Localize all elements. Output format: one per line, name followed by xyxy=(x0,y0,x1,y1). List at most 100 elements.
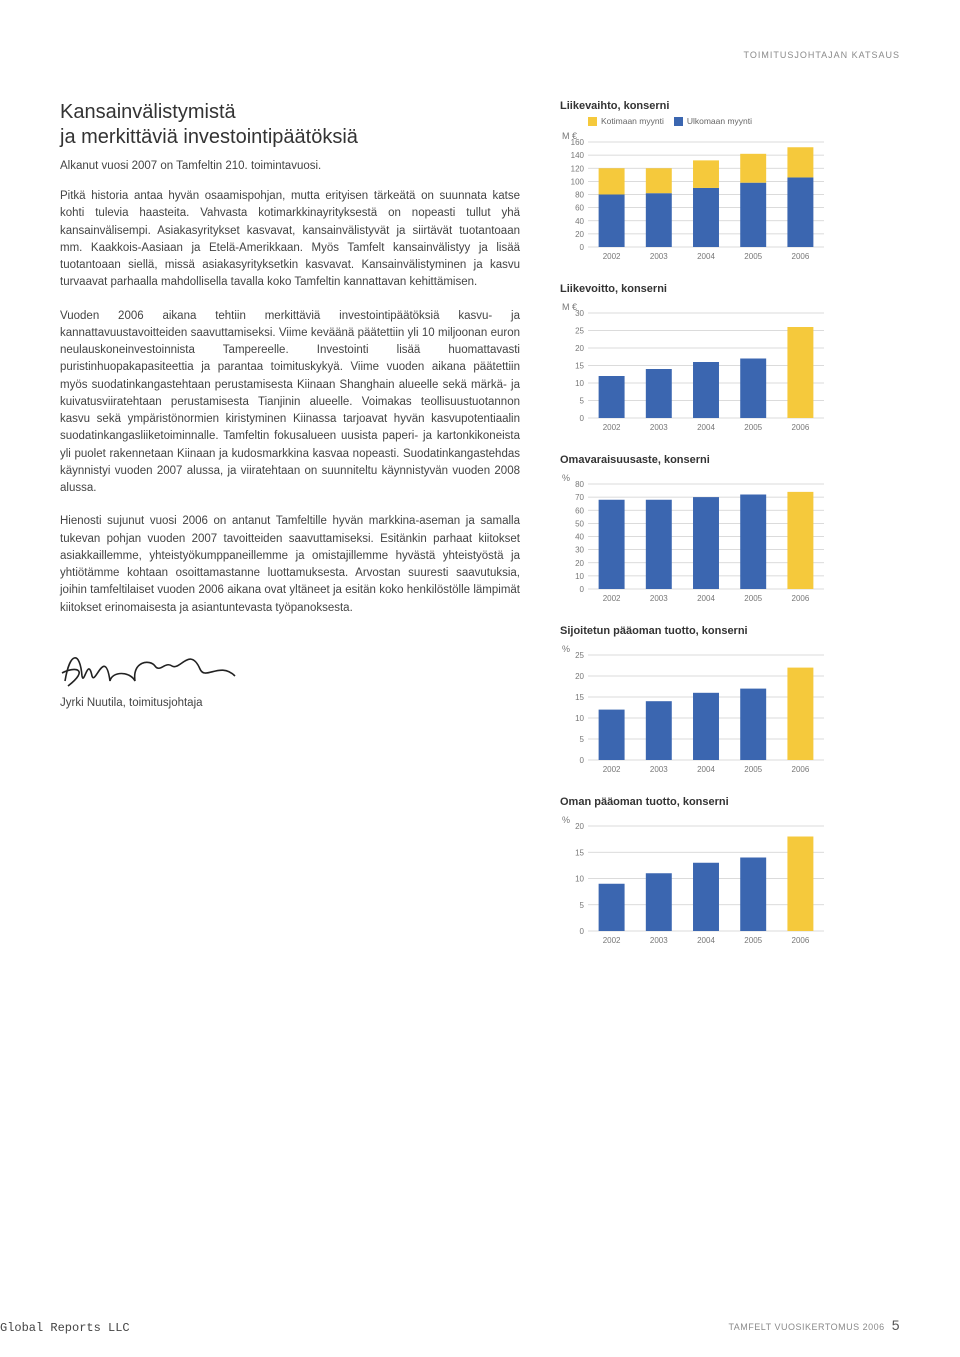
page-footer: TAMFELT VUOSIKERTOMUS 2006 5 xyxy=(728,1317,900,1333)
chart-bar-domestic xyxy=(693,160,719,188)
chart-title: Sijoitetun pääoman tuotto, konserni xyxy=(560,625,900,637)
chart-bar xyxy=(646,873,672,931)
chart-xtick-label: 2002 xyxy=(603,936,621,945)
chart-title: Liikevaihto, konserni xyxy=(560,100,900,112)
chart-bar xyxy=(693,497,719,589)
chart-xtick-label: 2004 xyxy=(697,594,715,603)
chart-ytick-label: 0 xyxy=(580,414,585,423)
article-title: Kansainvälistymistä ja merkittäviä inves… xyxy=(60,100,520,150)
chart-bar-foreign xyxy=(740,183,766,247)
chart-ytick-label: 50 xyxy=(575,519,584,528)
chart-ytick-label: 100 xyxy=(571,177,585,186)
chart-ytick-label: 20 xyxy=(575,559,584,568)
chart-ytick-label: 0 xyxy=(580,756,585,765)
signature-caption: Jyrki Nuutila, toimitusjohtaja xyxy=(60,697,520,709)
chart-xtick-label: 2005 xyxy=(744,936,762,945)
chart-ytick-label: 15 xyxy=(575,362,584,371)
chart-bar-foreign xyxy=(693,188,719,247)
chart-bar xyxy=(599,500,625,589)
chart-ytick-label: 25 xyxy=(575,327,584,336)
chart-xtick-label: 2005 xyxy=(744,423,762,432)
chart-ytick-label: 20 xyxy=(575,230,584,239)
chart-ytick-label: 20 xyxy=(575,344,584,353)
charts-column: Liikevaihto, konserni Kotimaan myynti Ul… xyxy=(560,100,900,967)
section-header: TOIMITUSJOHTAJAN KATSAUS xyxy=(60,50,900,60)
chart-ytick-label: 160 xyxy=(571,138,585,147)
chart-bar xyxy=(599,884,625,931)
chart-xtick-label: 2006 xyxy=(792,594,810,603)
chart-xtick-label: 2003 xyxy=(650,252,668,261)
footer-text: TAMFELT VUOSIKERTOMUS 2006 xyxy=(728,1322,884,1332)
chart-xtick-label: 2004 xyxy=(697,936,715,945)
chart-title: Oman pääoman tuotto, konserni xyxy=(560,796,900,808)
chart-ytick-label: 40 xyxy=(575,217,584,226)
chart-xtick-label: 2004 xyxy=(697,252,715,261)
chart-bar xyxy=(787,837,813,932)
chart-bar xyxy=(646,369,672,418)
chart-ytick-label: 0 xyxy=(580,243,585,252)
chart-ytick-label: 5 xyxy=(580,397,585,406)
chart-ytick-label: 5 xyxy=(580,901,585,910)
chart-bar xyxy=(599,376,625,418)
chart-ytick-label: 70 xyxy=(575,493,584,502)
chart-liikevaihto: Liikevaihto, konserni Kotimaan myynti Ul… xyxy=(560,100,900,263)
chart-ytick-label: 120 xyxy=(571,164,585,173)
title-line-2: ja merkittäviä investointipäätöksiä xyxy=(60,126,358,148)
chart-xtick-label: 2005 xyxy=(744,765,762,774)
chart-ytick-label: 20 xyxy=(575,672,584,681)
chart-ytick-label: 80 xyxy=(575,480,584,489)
chart-ytick-label: 30 xyxy=(575,309,584,318)
chart-ytick-label: 15 xyxy=(575,848,584,857)
chart-ytick-label: 140 xyxy=(571,151,585,160)
chart-xtick-label: 2005 xyxy=(744,252,762,261)
chart-unit-label: % xyxy=(562,473,570,483)
chart-oman-paaoman: Oman pääoman tuotto, konserni %051015202… xyxy=(560,796,900,947)
footer-page-number: 5 xyxy=(892,1317,900,1333)
chart-legend: Kotimaan myynti Ulkomaan myynti xyxy=(560,116,900,126)
chart-sijoitetun-paaoman: Sijoitetun pääoman tuotto, konserni %051… xyxy=(560,625,900,776)
signature-image xyxy=(60,641,520,691)
chart-bar xyxy=(740,858,766,932)
chart-bar xyxy=(740,359,766,419)
chart-xtick-label: 2003 xyxy=(650,936,668,945)
chart-bar-domestic xyxy=(740,154,766,183)
chart-ytick-label: 60 xyxy=(575,204,584,213)
paragraph-2: Vuoden 2006 aikana tehtiin merkittäviä i… xyxy=(60,308,520,498)
legend-label-domestic: Kotimaan myynti xyxy=(601,116,664,126)
chart-bar xyxy=(740,689,766,760)
chart-bar xyxy=(787,492,813,589)
chart-bar xyxy=(646,500,672,589)
chart-unit-label: % xyxy=(562,644,570,654)
chart-xtick-label: 2002 xyxy=(603,423,621,432)
text-column: Kansainvälistymistä ja merkittäviä inves… xyxy=(60,100,520,967)
chart-title: Liikevoitto, konserni xyxy=(560,283,900,295)
chart-ytick-label: 20 xyxy=(575,822,584,831)
chart-liikevoitto: Liikevoitto, konserni M €051015202530200… xyxy=(560,283,900,434)
chart-bar xyxy=(787,327,813,418)
chart-xtick-label: 2002 xyxy=(603,252,621,261)
legend-swatch-foreign xyxy=(674,117,683,126)
title-line-1: Kansainvälistymistä xyxy=(60,101,236,123)
chart-xtick-label: 2006 xyxy=(792,765,810,774)
chart-ytick-label: 0 xyxy=(580,585,585,594)
chart-omavaraisuus: Omavaraisuusaste, konserni %010203040506… xyxy=(560,454,900,605)
chart-bar-foreign xyxy=(599,195,625,248)
chart-bar xyxy=(787,668,813,760)
article-subtitle: Alkanut vuosi 2007 on Tamfeltin 210. toi… xyxy=(60,160,520,172)
chart-bar xyxy=(646,701,672,760)
chart-ytick-label: 10 xyxy=(575,572,584,581)
chart-xtick-label: 2002 xyxy=(603,594,621,603)
chart-xtick-label: 2003 xyxy=(650,765,668,774)
chart-xtick-label: 2005 xyxy=(744,594,762,603)
paragraph-3: Hienosti sujunut vuosi 2006 on antanut T… xyxy=(60,513,520,617)
chart-ytick-label: 0 xyxy=(580,927,585,936)
chart-ytick-label: 60 xyxy=(575,506,584,515)
chart-bar xyxy=(693,863,719,931)
chart-ytick-label: 30 xyxy=(575,546,584,555)
chart-bar xyxy=(693,362,719,418)
chart-bar-foreign xyxy=(646,193,672,247)
chart-bar-foreign xyxy=(787,177,813,247)
chart-bar-domestic xyxy=(646,168,672,193)
chart-ytick-label: 10 xyxy=(575,714,584,723)
chart-bar xyxy=(693,693,719,760)
